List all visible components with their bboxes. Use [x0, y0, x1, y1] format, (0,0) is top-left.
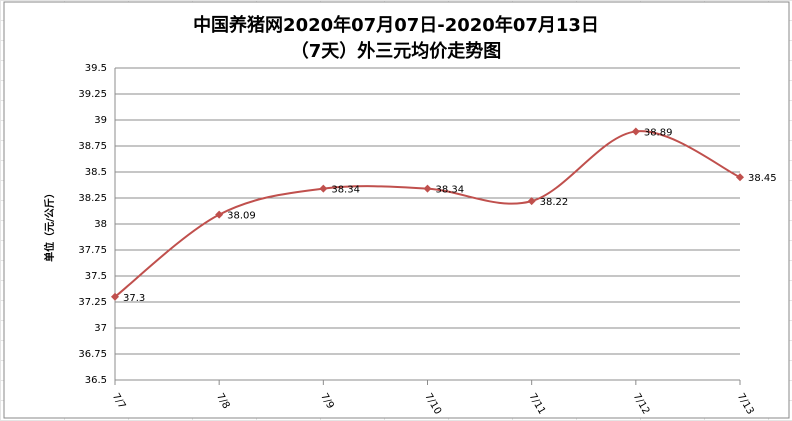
- point-marker: [111, 292, 119, 301]
- y-tick-label: 36.75: [78, 349, 107, 360]
- data-label: 38.22: [540, 197, 569, 208]
- y-tick-label: 37.5: [85, 271, 107, 282]
- y-tick-label: 38.5: [85, 167, 107, 178]
- data-label: 38.34: [436, 185, 465, 196]
- point-marker: [319, 184, 328, 193]
- data-label: 38.45: [748, 173, 777, 184]
- y-tick-label: 38: [94, 219, 107, 230]
- y-tick-label: 39.25: [78, 89, 107, 100]
- data-label: 38.34: [331, 185, 360, 196]
- y-tick-label: 37.25: [78, 297, 107, 308]
- point-marker: [736, 173, 744, 182]
- y-tick-label: 39: [94, 115, 107, 126]
- data-label: 38.09: [227, 211, 256, 222]
- y-tick-label: 37.75: [78, 245, 107, 256]
- chart-title: 中国养猪网2020年07月07日-2020年07月13日: [193, 14, 599, 36]
- y-tick-label: 38.25: [78, 193, 107, 204]
- point-marker: [423, 184, 432, 193]
- point-marker: [215, 210, 224, 219]
- point-marker: [631, 127, 640, 136]
- y-axis-label: 单位（元/公斤）: [43, 188, 56, 262]
- data-label: 38.89: [644, 127, 673, 138]
- y-tick-label: 37: [94, 323, 107, 334]
- point-marker: [527, 197, 536, 206]
- chart-subtitle: （7天）外三元均价走势图: [291, 40, 502, 62]
- chart-frame: [3, 1, 790, 419]
- y-tick-label: 38.75: [78, 141, 107, 152]
- data-label: 37.3: [123, 293, 145, 304]
- y-tick-label: 39.5: [85, 63, 107, 74]
- y-tick-label: 36.5: [85, 375, 107, 386]
